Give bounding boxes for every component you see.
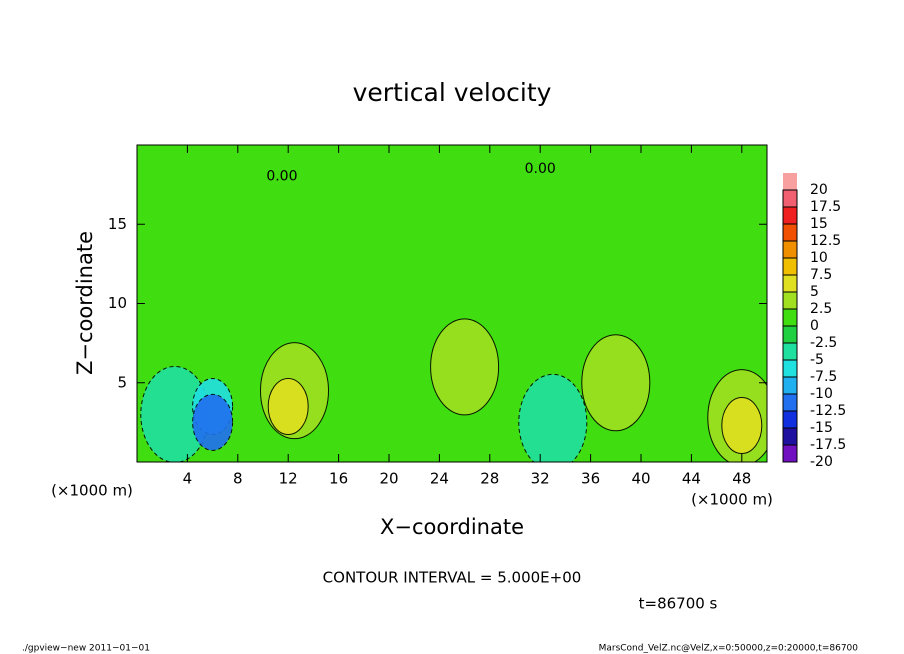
colorbar-label: -17.5	[810, 437, 846, 453]
colorbar-label: -7.5	[810, 369, 837, 385]
x-tick-label: 28	[480, 470, 499, 488]
field-blob	[430, 318, 500, 416]
colorbar-cell	[783, 292, 797, 309]
colorbar-label: -15	[810, 420, 833, 436]
colorbar-cell	[783, 326, 797, 343]
x-tick-label: 48	[732, 470, 751, 488]
colorbar-cell	[783, 190, 797, 207]
time-label: t=86700 s	[639, 595, 718, 613]
y-unit: (×1000 m)	[51, 482, 133, 500]
colorbar-label: -12.5	[810, 403, 846, 419]
field-blob	[721, 397, 763, 455]
colorbar-label: 2.5	[810, 301, 832, 317]
colorbar-cell	[783, 343, 797, 360]
x-tick-label: 16	[329, 470, 348, 488]
colorbar-cell	[783, 173, 797, 190]
x-tick-label: 36	[581, 470, 600, 488]
colorbar-label: 12.5	[810, 233, 841, 249]
axes: 4 8 12 16 20 24 28 32 36 40 44 4851015-20-17.5-15-1…	[108, 144, 846, 488]
field-blob	[518, 373, 588, 462]
colorbar-label: 17.5	[810, 199, 841, 215]
colorbar-label: -5	[810, 352, 824, 368]
colorbar-cell	[783, 377, 797, 394]
colorbar-label: -10	[810, 386, 833, 402]
colorbar-cell	[783, 207, 797, 224]
x-tick-label: 40	[631, 470, 650, 488]
x-unit: (×1000 m)	[691, 491, 773, 509]
colorbar-cell	[783, 224, 797, 241]
field-blob	[192, 393, 234, 451]
chart-title: vertical velocity	[353, 78, 552, 107]
field-blob	[267, 378, 309, 436]
footer-left: ./gpview−new 2011−01−01	[22, 644, 150, 654]
colorbar-label: 7.5	[810, 267, 832, 283]
field-blob	[581, 334, 651, 432]
colorbar-label: 20	[810, 182, 828, 198]
contour-label: 0.00	[266, 169, 297, 185]
x-tick-label: 4	[183, 470, 193, 488]
y-tick-label: 10	[108, 294, 127, 312]
colorbar-label: 5	[810, 284, 819, 300]
colorbar-cell	[783, 428, 797, 445]
colorbar-label: 0	[810, 318, 819, 334]
y-axis-label: Z−coordinate	[73, 231, 97, 375]
colorbar-cell	[783, 394, 797, 411]
x-tick-label: 32	[531, 470, 550, 488]
x-tick-label: 12	[279, 470, 298, 488]
contour-interval: CONTOUR INTERVAL = 5.000E+00	[323, 569, 582, 587]
colorbar-cell	[783, 360, 797, 377]
colorbar-label: -2.5	[810, 335, 837, 351]
x-tick-label: 24	[430, 470, 449, 488]
colorbar-cell	[783, 275, 797, 292]
colorbar-cell	[783, 445, 797, 462]
colorbar-cell	[783, 411, 797, 428]
y-tick-label: 5	[117, 373, 127, 391]
colorbar-label: 15	[810, 216, 828, 232]
colorbar-label: -20	[810, 454, 833, 470]
x-tick-label: 8	[233, 470, 243, 488]
x-axis-label: X−coordinate	[380, 515, 524, 539]
colorbar-label: 10	[810, 250, 828, 266]
footer-right: MarsCond_VelZ.nc@VelZ,x=0:50000,z=0:2000…	[599, 644, 859, 654]
contour-label: 0.00	[525, 161, 556, 177]
colorbar-cell	[783, 258, 797, 275]
x-tick-label: 20	[379, 470, 398, 488]
plot-area: 0.00 0.00	[137, 145, 767, 462]
colorbar-cell	[783, 309, 797, 326]
colorbar-cell	[783, 241, 797, 258]
y-tick-label: 15	[108, 215, 127, 233]
x-tick-label: 44	[682, 470, 701, 488]
